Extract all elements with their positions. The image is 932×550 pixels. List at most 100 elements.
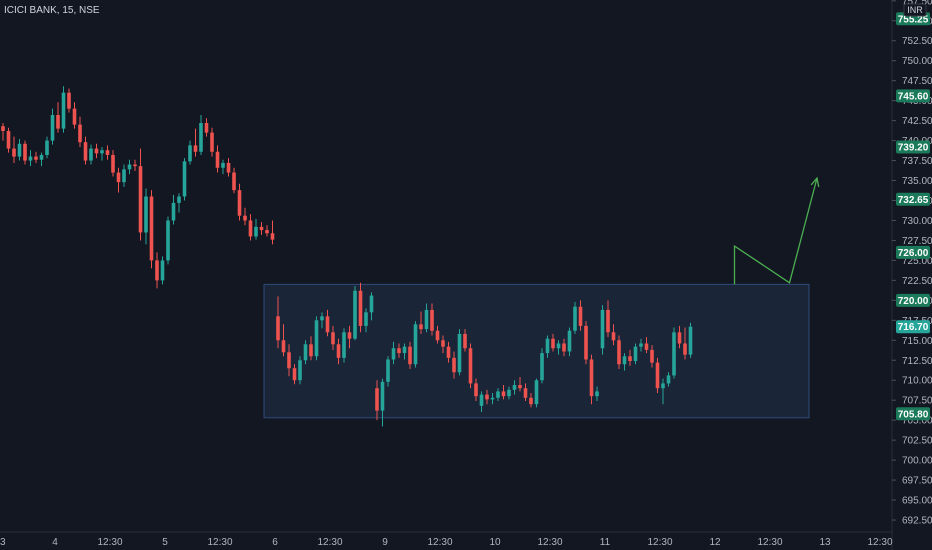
candle-body [188, 145, 192, 162]
candle [507, 386, 511, 400]
candle [325, 309, 330, 337]
candle [628, 349, 632, 366]
candle-body [243, 215, 247, 221]
candle-body [265, 230, 269, 234]
candle-body [562, 343, 566, 352]
candle [595, 386, 599, 401]
candle [303, 340, 308, 365]
candle-body [23, 143, 27, 161]
candle [551, 333, 555, 352]
candle [633, 343, 638, 365]
candle [600, 305, 605, 355]
candle-body [413, 324, 418, 365]
candle [353, 285, 357, 341]
candle-body [144, 196, 148, 233]
candle [672, 327, 676, 379]
price-badge: 745.60 [896, 89, 930, 103]
y-tick-label: 747.50 [902, 76, 932, 87]
candle-body [683, 343, 687, 355]
candle-body [237, 190, 242, 216]
candle [468, 343, 473, 389]
candle-body [589, 359, 594, 397]
candle-body [496, 391, 500, 398]
x-tick-label: 6 [272, 537, 278, 548]
candle-body [677, 332, 682, 344]
candle [199, 115, 203, 155]
candle [248, 214, 253, 241]
candle-body [512, 385, 517, 390]
candle [380, 378, 385, 427]
candle [17, 138, 22, 161]
candle-body [17, 143, 22, 157]
candle-body [600, 309, 605, 349]
candle [39, 152, 44, 167]
candle [28, 150, 33, 167]
candle [23, 140, 27, 165]
candle-body [639, 343, 643, 347]
candle [232, 167, 236, 194]
candle-body [221, 162, 225, 168]
candle [193, 128, 198, 157]
projection-arrow-line[interactable] [733, 177, 818, 285]
y-tick-label: 700.00 [902, 456, 932, 467]
candle-body [353, 290, 357, 339]
candle [331, 325, 335, 350]
candle-body [28, 156, 33, 161]
x-tick-label: 12:30 [537, 537, 562, 548]
candle-body [292, 368, 297, 381]
candle [622, 353, 627, 371]
candle-body [276, 316, 280, 341]
candle [281, 324, 286, 357]
candle-body [177, 196, 181, 203]
candle-body [364, 312, 368, 326]
price-badge-label: 732.65 [898, 195, 929, 206]
x-tick-label: 12:30 [647, 537, 672, 548]
candle-body [248, 220, 253, 237]
y-tick-label: 750.00 [902, 56, 932, 67]
price-badge-bg [896, 89, 930, 103]
candle [45, 136, 49, 159]
candle [474, 378, 478, 401]
x-tick-label: 12 [709, 537, 721, 548]
candle [265, 225, 269, 237]
candle [540, 348, 544, 384]
candle-body [89, 148, 93, 161]
candle-body [45, 140, 49, 155]
candle [292, 364, 297, 385]
candle [391, 341, 396, 365]
x-tick-label: 12:30 [207, 537, 232, 548]
price-badge-bg [896, 140, 930, 154]
price-badge-label: 716.70 [898, 322, 929, 333]
price-badge: 726.00 [896, 245, 930, 259]
candle [545, 335, 550, 358]
candle [446, 341, 451, 363]
candle-body [34, 156, 38, 160]
candle-body [402, 346, 407, 354]
candle-body [446, 346, 451, 358]
candle [105, 145, 110, 160]
candle-body [430, 309, 434, 331]
y-tick-label: 727.50 [902, 236, 932, 247]
candle [501, 385, 506, 400]
candle [67, 88, 71, 113]
currency-unit-label: INR [907, 5, 923, 15]
candle-body [556, 343, 561, 349]
candle-body [380, 381, 385, 411]
x-tick-label: 13 [819, 537, 831, 548]
candle-body [254, 226, 258, 237]
candle [578, 300, 583, 331]
candle-body [12, 148, 16, 157]
candle [215, 145, 220, 173]
candle [556, 340, 561, 355]
candle [430, 303, 434, 336]
currency-unit-box[interactable] [903, 3, 927, 17]
candle [512, 380, 517, 395]
candle-body [259, 226, 264, 231]
y-tick-label: 695.00 [902, 496, 932, 507]
price-badge: 732.65 [896, 192, 930, 206]
candle-body [138, 166, 143, 233]
candle-body [347, 332, 352, 339]
candle [402, 343, 407, 360]
candle [237, 183, 242, 221]
